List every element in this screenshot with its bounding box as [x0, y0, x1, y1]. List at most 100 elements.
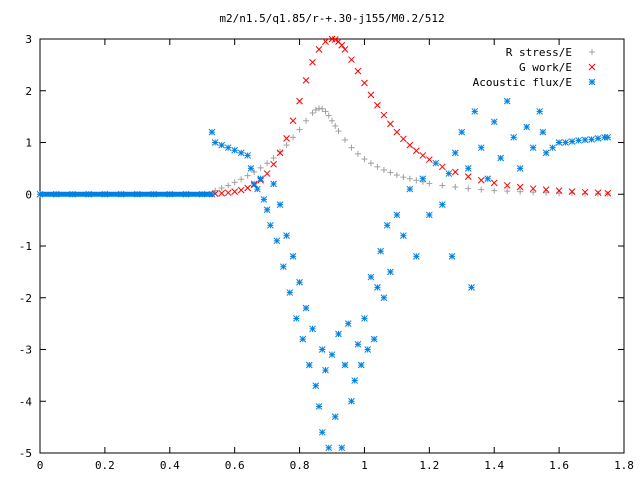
data-point	[490, 179, 498, 187]
y-tick-label: -3	[19, 344, 32, 357]
data-point	[283, 135, 290, 142]
data-point	[516, 165, 524, 172]
data-point	[380, 294, 388, 302]
data-point	[263, 206, 271, 214]
data-point	[374, 163, 381, 170]
data-point	[231, 179, 238, 186]
series-1	[211, 35, 612, 198]
data-point	[322, 108, 329, 115]
plot-area	[36, 35, 612, 452]
data-point	[452, 184, 459, 191]
data-point	[289, 117, 297, 125]
data-point	[117, 190, 125, 198]
data-point	[250, 180, 258, 188]
data-point	[267, 221, 274, 229]
data-point	[503, 182, 511, 189]
data-point	[302, 77, 310, 84]
data-point	[218, 141, 226, 149]
data-point	[465, 185, 472, 192]
plot-frame	[39, 38, 625, 454]
data-point	[516, 183, 524, 191]
data-point	[182, 190, 190, 198]
y-tick-label: -1	[19, 240, 32, 253]
data-point	[503, 97, 511, 105]
data-point	[555, 187, 563, 194]
data-point	[150, 190, 157, 198]
data-point	[387, 268, 394, 276]
data-point	[244, 172, 251, 179]
data-point	[439, 182, 446, 189]
data-point	[305, 361, 313, 369]
data-point	[387, 169, 394, 176]
data-point	[419, 152, 427, 159]
data-point	[393, 211, 401, 219]
data-point	[361, 156, 368, 163]
data-point	[380, 166, 387, 173]
data-point	[296, 126, 303, 133]
data-point	[536, 108, 543, 115]
series-2	[36, 97, 612, 452]
series-0	[212, 105, 611, 197]
data-point	[270, 155, 277, 162]
data-point	[325, 112, 332, 119]
data-point	[377, 247, 385, 255]
y-axis: 3 2 1 0 -1 -2 -3 -4 -5	[19, 33, 624, 460]
data-point	[464, 173, 472, 181]
data-point	[273, 237, 281, 245]
y-tick-label: -5	[19, 447, 32, 460]
data-point	[212, 187, 219, 194]
data-point	[279, 263, 287, 271]
data-point	[477, 176, 485, 184]
data-point	[348, 56, 355, 64]
data-point	[594, 135, 602, 142]
data-point	[448, 252, 456, 260]
data-point	[413, 252, 420, 260]
data-point	[348, 144, 355, 151]
data-point	[504, 188, 511, 195]
data-point	[383, 221, 391, 229]
data-point	[604, 189, 612, 197]
data-point	[276, 201, 284, 208]
data-point	[328, 351, 336, 359]
data-point	[380, 111, 388, 119]
data-point	[224, 189, 232, 197]
data-point	[367, 273, 375, 281]
data-point	[264, 160, 271, 167]
data-point	[530, 189, 537, 196]
data-point	[341, 45, 349, 53]
data-point	[445, 170, 453, 177]
data-point	[85, 190, 93, 198]
data-point	[292, 315, 300, 322]
legend-label: Acoustic flux/E	[473, 76, 572, 89]
data-point	[296, 278, 303, 286]
data-point	[244, 152, 251, 159]
legend-label: R stress/E	[506, 46, 572, 59]
data-point	[344, 320, 352, 327]
data-point	[247, 165, 255, 172]
data-point	[438, 201, 446, 208]
data-point	[406, 175, 413, 182]
x-tick-label: 1.8	[614, 459, 634, 472]
data-point	[413, 177, 420, 184]
data-point	[218, 189, 226, 197]
data-point	[406, 141, 414, 149]
legend-marker	[588, 78, 596, 86]
data-point	[309, 110, 316, 117]
data-point	[133, 190, 141, 198]
data-point	[529, 185, 537, 192]
data-point	[299, 335, 307, 343]
x-tick-label: 0.4	[160, 459, 180, 472]
data-point	[568, 138, 576, 145]
data-point	[351, 377, 359, 384]
data-point	[231, 188, 239, 196]
data-point	[283, 142, 290, 149]
data-point	[539, 128, 547, 136]
data-point	[413, 147, 420, 155]
data-point	[490, 118, 498, 126]
x-tick-label: 1	[361, 459, 368, 472]
y-tick-label: 3	[25, 33, 32, 46]
data-point	[257, 164, 264, 171]
data-point	[468, 284, 475, 291]
data-point	[318, 428, 326, 436]
data-point	[357, 361, 365, 369]
